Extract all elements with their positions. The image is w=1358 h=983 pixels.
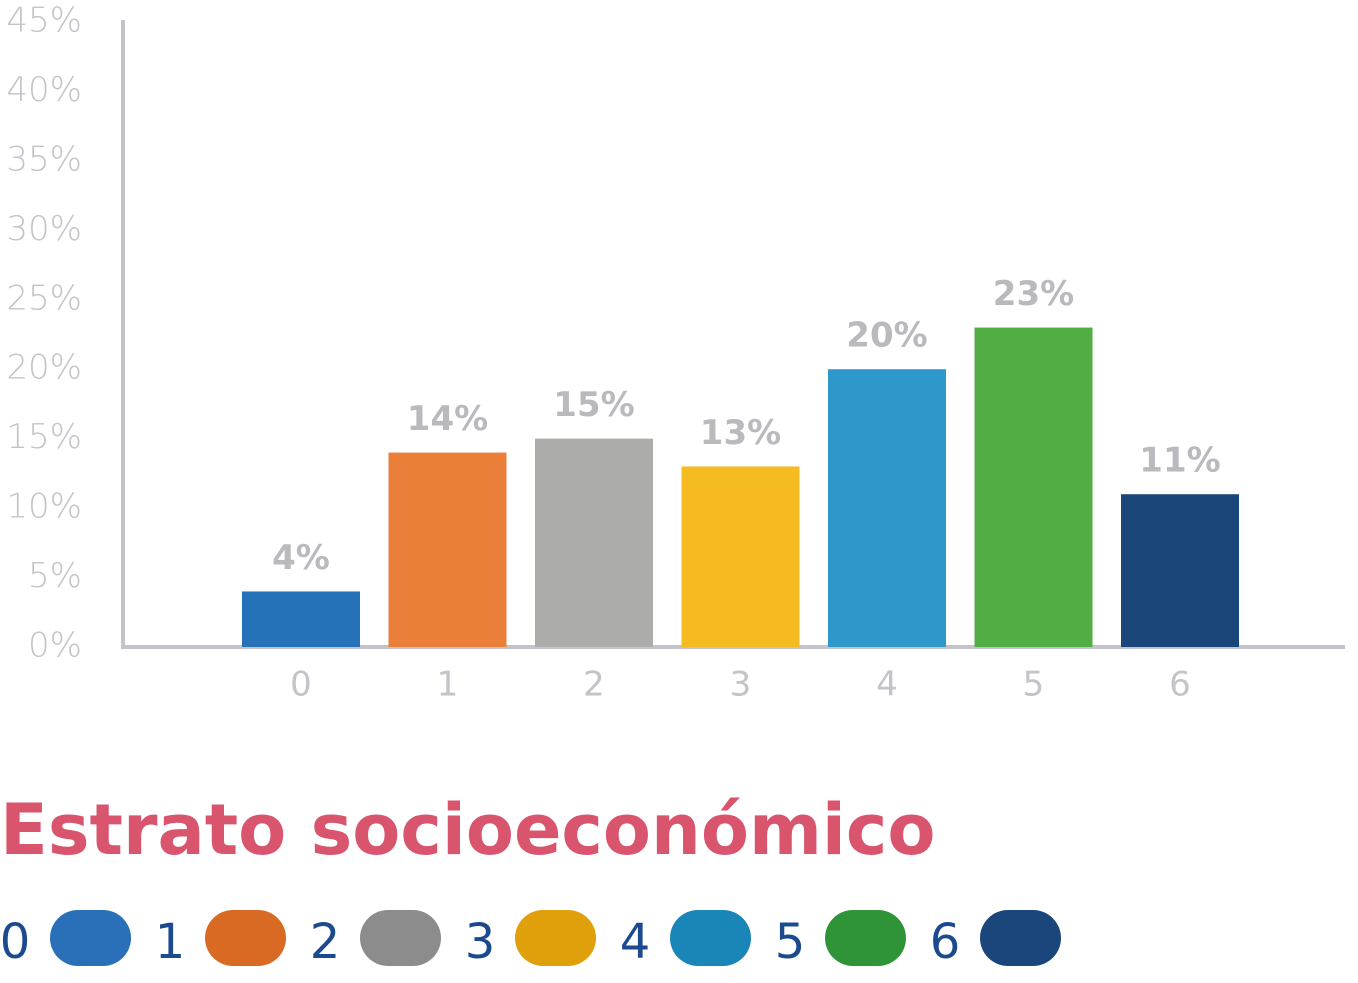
value-label: 13%: [700, 413, 781, 453]
chart-title: Estrato socioeconómico: [0, 789, 935, 871]
legend-label: 1: [155, 914, 186, 970]
legend-swatch: [205, 910, 286, 966]
bar: [681, 466, 800, 647]
y-tick-label: 30%: [6, 209, 82, 249]
y-tick-label: 0%: [28, 626, 82, 666]
y-tick-label: 40%: [6, 70, 82, 110]
value-label: 14%: [407, 399, 488, 439]
legend-label: 2: [310, 914, 341, 970]
x-tick-label: 2: [583, 665, 605, 705]
legend-swatch: [515, 910, 596, 966]
x-tick-label: 0: [290, 665, 312, 705]
x-tick-label: 1: [437, 665, 459, 705]
legend-label: 0: [0, 914, 30, 970]
y-tick-label: 15%: [6, 417, 82, 457]
value-label: 4%: [272, 538, 330, 578]
bar: [388, 452, 507, 647]
bar: [828, 369, 946, 647]
bar: [1121, 494, 1239, 647]
y-tick-label: 35%: [6, 139, 82, 179]
value-label: 11%: [1139, 441, 1220, 481]
value-label: 23%: [993, 274, 1074, 314]
legend-label: 6: [930, 914, 961, 970]
x-tick-label: 3: [730, 665, 752, 705]
legend-swatch: [50, 910, 131, 966]
value-label: 20%: [846, 316, 927, 356]
y-tick-label: 45%: [6, 1, 82, 41]
legend-swatch: [825, 910, 906, 966]
legend-swatch: [980, 910, 1061, 966]
y-tick-label: 25%: [6, 278, 82, 318]
legend-label: 5: [775, 914, 806, 970]
bar: [242, 591, 360, 647]
legend-label: 3: [465, 914, 496, 970]
legend-swatch: [360, 910, 441, 966]
x-tick-label: 4: [876, 665, 898, 705]
y-tick-label: 5%: [28, 556, 82, 596]
bar: [535, 438, 653, 647]
legend-label: 4: [620, 914, 651, 970]
value-label: 15%: [553, 385, 634, 425]
x-tick-label: 5: [1023, 665, 1045, 705]
legend-swatch: [670, 910, 751, 966]
bar: [974, 327, 1093, 647]
y-tick-label: 20%: [6, 348, 82, 388]
x-tick-label: 6: [1169, 665, 1191, 705]
y-tick-label: 10%: [6, 487, 82, 527]
